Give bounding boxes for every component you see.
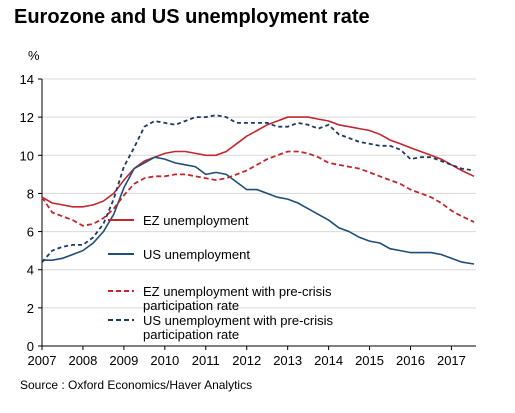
y-tick-label-6: 6 xyxy=(27,225,34,240)
legend-label-3: EZ unemployment with pre-crisis xyxy=(143,284,332,299)
x-tick-label-2009: 2009 xyxy=(109,353,138,368)
x-tick-label-2008: 2008 xyxy=(68,353,97,368)
series-line-2 xyxy=(42,156,475,265)
y-tick-label-12: 12 xyxy=(20,110,34,125)
x-tick-label-2013: 2013 xyxy=(273,353,302,368)
y-tick-label-14: 14 xyxy=(20,72,34,87)
legend-label-4: US unemployment with pre-crisis xyxy=(143,313,334,328)
legend-label-1: EZ unemployment xyxy=(143,213,249,228)
x-tick-label-2016: 2016 xyxy=(396,353,425,368)
x-tick-label-2017: 2017 xyxy=(437,353,466,368)
y-tick-label-4: 4 xyxy=(27,263,34,278)
series-line-3 xyxy=(41,150,475,227)
y-tick-label-8: 8 xyxy=(27,186,34,201)
y-tick-label-10: 10 xyxy=(20,148,34,163)
x-tick-label-2007: 2007 xyxy=(28,353,57,368)
x-tick-label-2012: 2012 xyxy=(232,353,261,368)
legend-label-3-line2: participation rate xyxy=(143,298,239,313)
x-tick-label-2011: 2011 xyxy=(192,353,220,368)
x-tick-label-2015: 2015 xyxy=(355,353,384,368)
chart-source: Source : Oxford Economics/Haver Analytic… xyxy=(20,378,253,392)
y-tick-label-0: 0 xyxy=(27,339,34,354)
chart-title: Eurozone and US unemployment rate xyxy=(14,6,370,28)
y-tick-label-2: 2 xyxy=(27,301,34,316)
x-tick-label-2010: 2010 xyxy=(150,353,179,368)
legend-label-2: US unemployment xyxy=(143,247,250,262)
series-line-1 xyxy=(41,116,475,208)
y-axis-label: % xyxy=(28,48,40,63)
x-tick-label-2014: 2014 xyxy=(314,353,343,368)
legend-label-4-line2: participation rate xyxy=(143,327,239,342)
